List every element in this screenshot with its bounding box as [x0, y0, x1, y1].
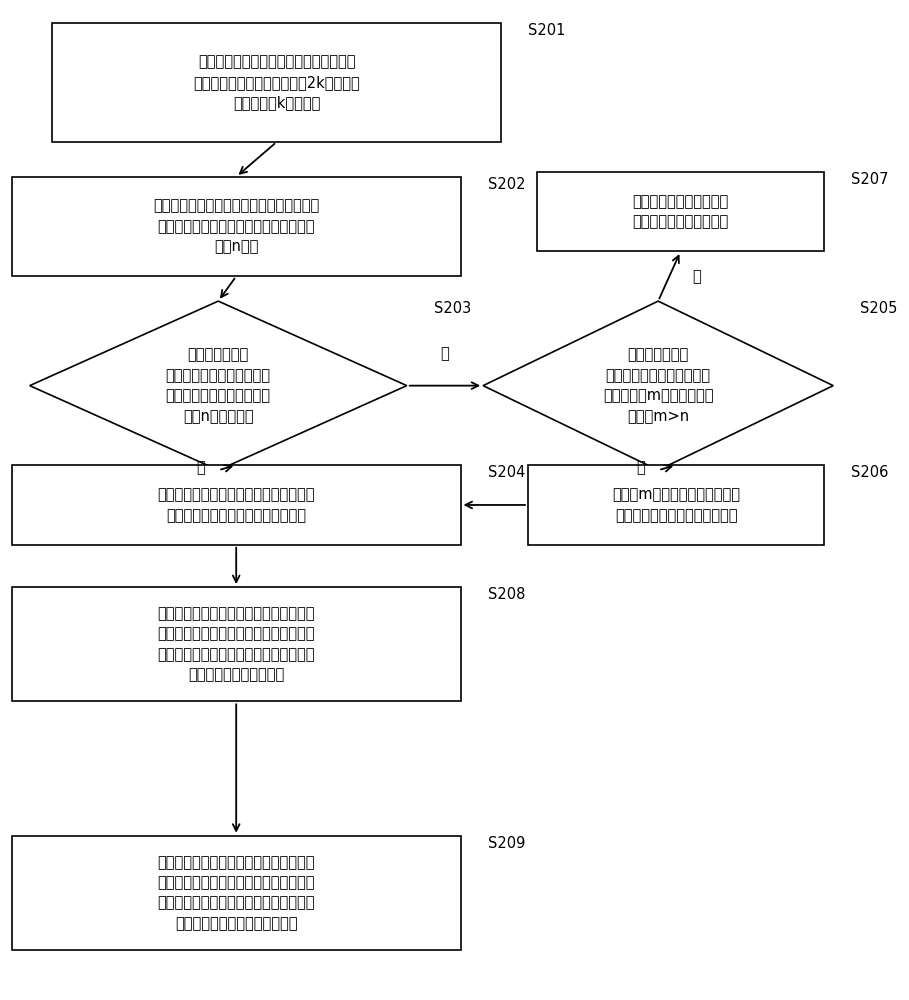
- Bar: [12, 836, 461, 950]
- Text: S204: S204: [487, 465, 525, 480]
- Text: S203: S203: [434, 301, 471, 316]
- Text: S202: S202: [487, 177, 525, 192]
- Bar: [528, 465, 824, 545]
- Text: 判断在所述内存
池链表中是否存在处于所述
空闲状态的m字节内存块，
其中，m>n: 判断在所述内存 池链表中是否存在处于所述 空闲状态的m字节内存块， 其中，m>n: [603, 348, 714, 424]
- Text: 根据节点内存空间创建内存池，在所述内
存池中将所述内存空间划分为2k字节的内
存块，其中k为正整数: 根据节点内存空间创建内存池，在所述内 存池中将所述内存空间划分为2k字节的内 存…: [194, 54, 360, 110]
- Text: 否: 否: [692, 269, 701, 284]
- Text: S205: S205: [860, 301, 897, 316]
- Text: S201: S201: [528, 23, 565, 38]
- Text: 提示内存不足，且对所述
任一节点程序不分配内存: 提示内存不足，且对所述 任一节点程序不分配内存: [633, 194, 729, 229]
- Bar: [12, 587, 461, 701]
- Text: 对任一节点程序分配内存块，并在内存池
链表中将所述内存块标记为占用状态: 对任一节点程序分配内存块，并在内存池 链表中将所述内存块标记为占用状态: [157, 487, 315, 523]
- Text: 当所述释放内存块是第一拆分块时，且与
所述第一拆分块相对应的第二拆分块处于
所述空闲状态，则将所述第一拆分块与所
述第二拆分块组合为合并内存块: 当所述释放内存块是第一拆分块时，且与 所述第一拆分块相对应的第二拆分块处于 所述…: [157, 855, 315, 931]
- Text: 否: 否: [441, 346, 449, 361]
- Polygon shape: [30, 301, 406, 470]
- Text: 将所述m字节内存块平均分开且
标记为第一拆分块和第二拆分块: 将所述m字节内存块平均分开且 标记为第一拆分块和第二拆分块: [612, 487, 740, 523]
- Text: 是: 是: [196, 460, 205, 475]
- Text: 根据所述内存分
配空间，判断在所述内存池
链表中是否存在处于空闲状
态的n字节内存块: 根据所述内存分 配空间，判断在所述内存池 链表中是否存在处于空闲状 态的n字节内…: [165, 348, 271, 424]
- Bar: [12, 465, 461, 545]
- Text: S206: S206: [851, 465, 888, 480]
- Text: 当接收到所述任一节点程序的释放内存请
求时，根据所述释放内存请求将释放内存
块释放，且在所述内存池链表中将所述释
放内存块标记为空闲状态: 当接收到所述任一节点程序的释放内存请 求时，根据所述释放内存请求将释放内存 块释…: [157, 606, 315, 682]
- Text: S208: S208: [487, 587, 525, 602]
- Bar: [12, 177, 461, 276]
- Bar: [537, 172, 824, 251]
- Text: S207: S207: [851, 172, 889, 187]
- Bar: [52, 23, 501, 142]
- Text: 当接收到任一节点程序的申请内存请求时，
解析所述申请内存请求，确定内存分配空
间为n字节: 当接收到任一节点程序的申请内存请求时， 解析所述申请内存请求，确定内存分配空 间…: [153, 199, 319, 254]
- Text: S209: S209: [487, 836, 525, 851]
- Polygon shape: [483, 301, 834, 470]
- Text: 是: 是: [636, 460, 644, 475]
